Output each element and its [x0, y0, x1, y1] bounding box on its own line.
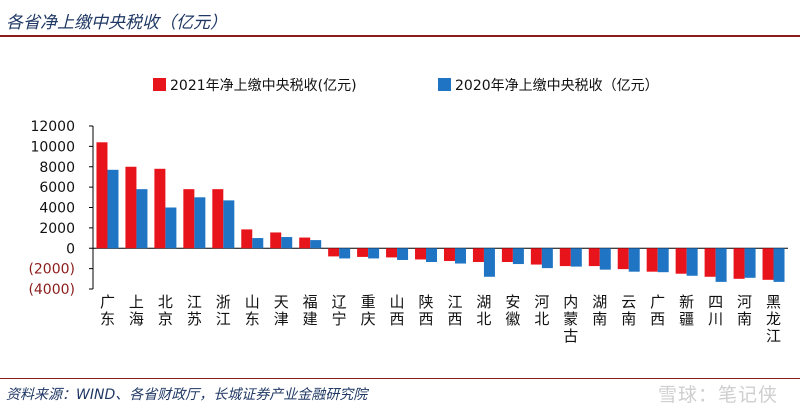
- y-tick-label: 0: [66, 241, 75, 257]
- bar-2021: [183, 189, 195, 249]
- bar-2021: [270, 232, 282, 249]
- bar-2021: [617, 248, 629, 270]
- legend-swatch-2020: [438, 78, 451, 91]
- bar-2020: [715, 248, 727, 282]
- bar-2020: [426, 248, 438, 263]
- bar-2021: [559, 248, 571, 267]
- bar-2020: [483, 248, 495, 277]
- bar-2020: [744, 248, 756, 278]
- bar-2020: [223, 200, 235, 249]
- category-label: 山西: [390, 293, 405, 328]
- bar-2020: [773, 248, 785, 282]
- y-tick-label: (4000): [28, 282, 75, 298]
- category-label: 云南: [621, 293, 636, 328]
- bar-2021: [588, 248, 600, 267]
- y-tick-label: 4000: [39, 201, 75, 217]
- category-label: 安徽: [505, 293, 520, 328]
- category-label: 陕西: [419, 293, 434, 328]
- bar-2020: [368, 248, 380, 259]
- legend: 2021年净上缴中央税收(亿元) 2020年净上缴中央税收（亿元）: [153, 78, 659, 94]
- bar-2020: [628, 248, 640, 272]
- bar-2021: [675, 248, 687, 274]
- category-label: 辽宁: [332, 293, 347, 328]
- legend-label-2021: 2021年净上缴中央税收(亿元): [170, 78, 357, 94]
- y-tick-label: 2000: [39, 221, 75, 237]
- bar-2021: [530, 248, 542, 265]
- bar-2020: [657, 248, 669, 273]
- bar-2021: [125, 166, 137, 249]
- bar-2021: [357, 248, 369, 257]
- category-label: 上海: [129, 293, 144, 328]
- bar-2020: [339, 248, 351, 259]
- y-tick-label: 10000: [30, 139, 75, 155]
- bar-2021: [762, 248, 774, 280]
- category-label: 福建: [303, 293, 318, 328]
- y-axis: 12000 10000 8000 6000 4000 2000 0 (2000) (4000): [28, 119, 788, 298]
- bars: [96, 142, 785, 282]
- y-tick-label: 8000: [39, 160, 75, 176]
- bar-2020: [570, 248, 582, 267]
- source-note: 资料来源：WIND、各省财政厅，长城证券产业金融研究院: [6, 387, 368, 403]
- bar-2020: [512, 248, 524, 265]
- bar-2021: [212, 189, 224, 249]
- category-label: 湖南: [592, 293, 607, 328]
- bar-2021: [415, 248, 427, 260]
- y-tick-label: (2000): [28, 262, 75, 278]
- category-label: 山东: [245, 293, 260, 328]
- bar-2020: [165, 207, 177, 249]
- bar-2021: [386, 248, 398, 258]
- category-label: 浙江: [216, 293, 231, 328]
- category-label: 重庆: [361, 293, 376, 328]
- category-label: 广东: [100, 293, 115, 328]
- bar-2021: [472, 248, 484, 263]
- bar-2020: [107, 169, 119, 249]
- bar-chart: 2021年净上缴中央税收(亿元) 2020年净上缴中央税收（亿元） 12000 10…: [28, 78, 788, 345]
- legend-swatch-2021: [153, 78, 166, 91]
- category-label: 江苏: [187, 293, 202, 328]
- bar-2020: [194, 197, 206, 249]
- footer-divider: [0, 378, 800, 379]
- bar-2020: [599, 248, 611, 270]
- bar-2020: [454, 248, 466, 264]
- bar-2020: [310, 240, 322, 249]
- category-label: 黑龙江: [766, 293, 781, 345]
- category-label: 河北: [534, 293, 549, 328]
- bar-2021: [501, 248, 513, 263]
- category-label: 四川: [708, 293, 723, 328]
- title-divider: [0, 35, 800, 37]
- chart-title: 各省净上缴中央税收（亿元）: [6, 13, 227, 33]
- category-label: 北京: [158, 293, 173, 328]
- x-axis-labels: 广东上海北京江苏浙江山东天津福建辽宁重庆山西陕西江西湖北安徽河北内蒙古湖南云南广…: [100, 293, 781, 345]
- bar-2021: [704, 248, 716, 277]
- category-label: 天津: [274, 293, 289, 328]
- bar-2021: [154, 168, 166, 249]
- bar-2020: [686, 248, 698, 276]
- category-label: 江西: [447, 293, 462, 328]
- bar-2020: [136, 189, 148, 249]
- category-label: 内蒙古: [563, 293, 578, 345]
- bar-2021: [646, 248, 658, 272]
- category-label: 湖北: [476, 293, 491, 328]
- bar-2021: [96, 142, 108, 249]
- y-tick-label: 12000: [30, 119, 75, 135]
- bar-2021: [328, 248, 340, 257]
- legend-label-2020: 2020年净上缴中央税收（亿元）: [455, 78, 659, 94]
- bar-2020: [397, 248, 409, 260]
- bar-2020: [281, 237, 293, 249]
- category-label: 新疆: [679, 293, 694, 328]
- bar-2021: [443, 248, 455, 261]
- bar-2020: [541, 248, 553, 269]
- bar-2021: [299, 237, 311, 249]
- category-label: 广西: [650, 293, 665, 328]
- bar-2021: [733, 248, 745, 279]
- y-tick-label: 6000: [39, 180, 75, 196]
- bar-2021: [241, 229, 253, 249]
- bar-2020: [252, 238, 264, 249]
- watermark: 雪球：笔记侠: [657, 384, 778, 406]
- category-label: 河南: [737, 293, 752, 328]
